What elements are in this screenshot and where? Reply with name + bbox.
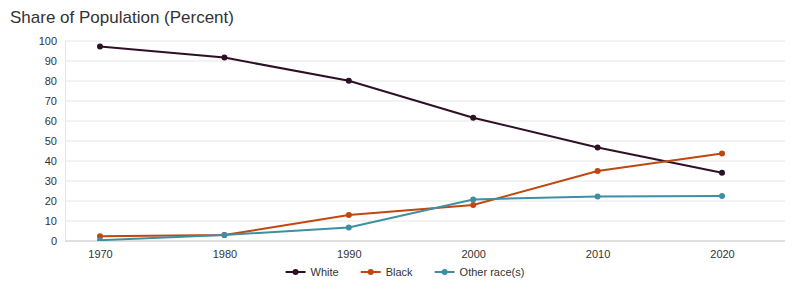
x-tick: 1990 (337, 241, 361, 260)
grid-line (65, 81, 785, 82)
x-tick-label: 1990 (337, 248, 361, 260)
legend-item: White (286, 266, 339, 278)
y-tick-label: 70 (45, 95, 57, 107)
legend-marker (368, 269, 374, 275)
x-tick-label: 1970 (88, 248, 112, 260)
grid-line (65, 41, 785, 42)
y-tick-label: 40 (45, 155, 57, 167)
x-tick-label: 2020 (710, 248, 734, 260)
series-point (346, 224, 352, 230)
x-tick-label: 1980 (213, 248, 237, 260)
legend-marker (293, 269, 299, 275)
y-tick-label: 60 (45, 115, 57, 127)
grid-line (65, 141, 785, 142)
y-tick-label: 0 (51, 235, 57, 247)
y-tick-label: 50 (45, 135, 57, 147)
grid-line (65, 101, 785, 102)
y-tick: 100 (39, 35, 65, 47)
legend-item: Black (361, 266, 413, 278)
y-tick: 80 (45, 75, 65, 87)
series-point (719, 150, 725, 156)
legend-label: Black (386, 266, 413, 278)
series-point (719, 170, 725, 176)
legend-marker (442, 269, 448, 275)
series-point (221, 232, 227, 238)
grid-line (65, 121, 785, 122)
grid-line (65, 201, 785, 202)
y-tick: 10 (45, 215, 65, 227)
y-tick-label: 10 (45, 215, 57, 227)
series-point (221, 55, 227, 61)
x-tick: 1980 (213, 241, 237, 260)
y-tick: 0 (51, 235, 65, 247)
y-tick-label: 30 (45, 175, 57, 187)
x-tick-label: 2000 (461, 248, 485, 260)
y-tick-label: 20 (45, 195, 57, 207)
series-point (97, 237, 103, 241)
series-point (470, 202, 476, 208)
series-point (595, 193, 601, 199)
legend-label: Other race(s) (460, 266, 525, 278)
series-point (97, 43, 103, 49)
legend: White Black Other race(s) (286, 266, 525, 278)
y-tick-label: 100 (39, 35, 57, 47)
y-axis-line (65, 42, 66, 242)
series-point (346, 78, 352, 84)
y-axis: 0 10 20 30 40 50 60 70 80 90 100 (39, 35, 66, 247)
grid-line (65, 61, 785, 62)
y-tick-label: 90 (45, 55, 57, 67)
series-point (595, 168, 601, 174)
series-point (470, 115, 476, 121)
y-tick: 60 (45, 115, 65, 127)
x-tick: 1970 (88, 241, 112, 260)
x-tick-label: 2010 (586, 248, 610, 260)
series-point (595, 144, 601, 150)
title: Share of Population (Percent) (10, 8, 234, 27)
grid-line (65, 181, 785, 182)
series-line (100, 46, 722, 172)
series-point (346, 212, 352, 218)
series-point (719, 193, 725, 199)
grid-line (65, 241, 785, 242)
grid (65, 41, 785, 241)
series-line (100, 153, 722, 236)
x-tick: 2020 (710, 241, 734, 260)
grid-line (65, 221, 785, 222)
plot-area (97, 43, 725, 241)
series-point (470, 196, 476, 202)
series-point (221, 232, 227, 238)
series-line (100, 196, 722, 240)
y-tick: 30 (45, 175, 65, 187)
y-tick: 90 (45, 55, 65, 67)
y-tick-label: 80 (45, 75, 57, 87)
x-axis-line (65, 241, 785, 242)
chart: Share of Population (Percent) 0 10 20 30 40 50… (0, 0, 800, 296)
y-tick: 50 (45, 135, 65, 147)
x-tick: 2000 (461, 241, 485, 260)
y-tick: 40 (45, 155, 65, 167)
y-tick: 20 (45, 195, 65, 207)
x-axis: 1970 1980 1990 2000 2010 2020 (65, 241, 785, 260)
legend-label: White (311, 266, 339, 278)
x-tick: 2010 (586, 241, 610, 260)
y-tick: 70 (45, 95, 65, 107)
legend-item: Other race(s) (435, 266, 525, 278)
